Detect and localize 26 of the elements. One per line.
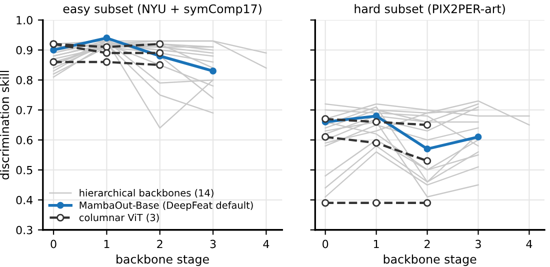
x-tick-label: 4	[263, 240, 270, 248]
y-tick-label: 0.9	[16, 46, 32, 54]
legend-label: columnar ViT (3)	[79, 214, 159, 222]
x-tick-label: 4	[526, 240, 532, 248]
x-tick-label: 0	[322, 240, 328, 248]
x-axis-title: backbone stage	[116, 254, 209, 266]
legend-label: hierarchical backbones (14)	[80, 189, 214, 198]
x-tick-label: 3	[476, 240, 481, 248]
y-tick-label: 0.8	[16, 76, 32, 84]
y-tick-label: 0.3	[16, 226, 32, 234]
chart-title: easy subset (NYU + symComp17)	[63, 4, 262, 16]
y-tick-label: 1.0	[16, 16, 32, 24]
x-axis-title: backbone stage	[384, 254, 476, 266]
x-tick-label: 1	[104, 240, 110, 248]
legend-label: MambaOut-Base (DeepFeat default)	[80, 201, 253, 211]
y-tick-label: 0.4	[16, 196, 33, 204]
x-tick-label: 0	[50, 240, 56, 248]
x-tick-label: 2	[157, 240, 162, 248]
x-tick-label: 1	[374, 240, 379, 248]
y-tick-label: 0.6	[16, 136, 32, 144]
chart-title: hard subset (PIX2PER-art)	[354, 4, 505, 15]
y-tick-label: 0.7	[16, 106, 32, 114]
y-axis-title: discrimination skill	[0, 70, 10, 180]
x-tick-label: 2	[424, 240, 430, 248]
y-tick-label: 0.5	[16, 166, 32, 174]
x-tick-label: 3	[210, 240, 216, 248]
